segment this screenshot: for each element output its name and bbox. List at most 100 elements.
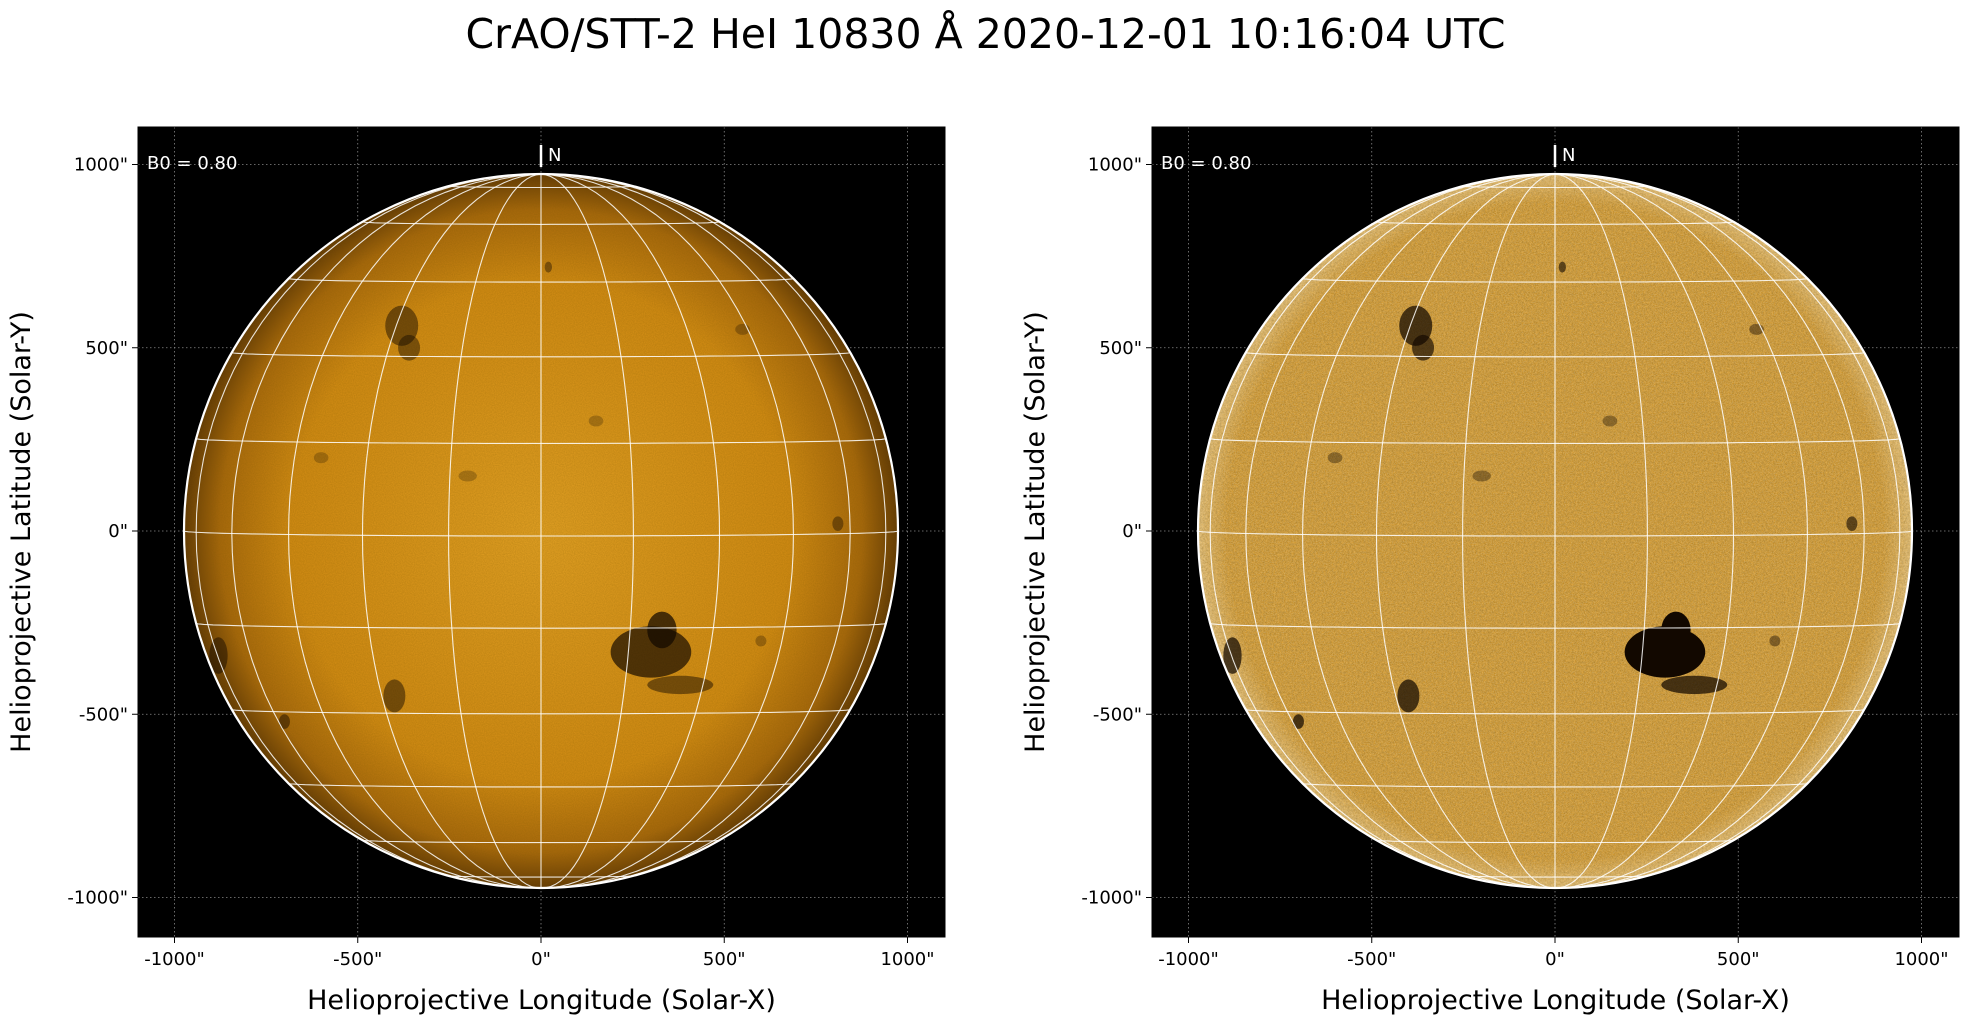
north-label: N: [1562, 145, 1575, 166]
longitude-line: [540, 173, 721, 889]
longitude-line: [1462, 173, 1556, 889]
dark-filament-feature: [588, 415, 604, 427]
longitude-line: [1209, 173, 1556, 887]
dark-filament-feature: [1412, 334, 1435, 361]
north-label: N: [548, 145, 561, 166]
solar-disk: [184, 174, 898, 888]
y-tick-label: 1000": [1088, 155, 1142, 176]
latitude-line: [288, 278, 794, 283]
longitude-line: [540, 173, 794, 889]
dark-filament-feature: [278, 714, 290, 729]
latitude-line: [362, 221, 720, 225]
dark-filament-feature: [1223, 637, 1242, 674]
latitude-line: [196, 623, 886, 629]
axes-frame: [1151, 126, 1960, 938]
dark-filament-feature: [1292, 714, 1304, 729]
dark-filament-feature: [1846, 516, 1858, 531]
solar-disk-fill: [1198, 174, 1912, 888]
dark-filament-feature: [383, 679, 406, 713]
longitude-line: [1554, 173, 1735, 889]
latitude-line: [231, 351, 851, 358]
dark-filament-feature: [544, 261, 552, 273]
latitude-line: [1462, 875, 1648, 878]
longitude-line: [361, 173, 542, 889]
x-tick-label: 1000": [1894, 949, 1948, 970]
longitude-line: [288, 173, 542, 889]
longitude-line: [183, 173, 542, 532]
solar-disk: [1198, 174, 1912, 888]
x-tick-label: 0": [531, 949, 551, 970]
y-axis-label: Helioprojective Latitude (Solar-Y): [6, 311, 37, 753]
x-tick-label: 1000": [880, 949, 934, 970]
latitude-line: [1376, 221, 1734, 225]
longitude-line: [1554, 173, 1913, 532]
y-tick-label: -500": [1093, 704, 1142, 725]
x-tick-label: 500": [703, 949, 746, 970]
dark-filament-feature: [1624, 626, 1706, 678]
y-tick-label: -1000": [1081, 888, 1142, 909]
longitude-line: [231, 173, 542, 889]
longitude-line: [540, 173, 887, 887]
b0-label: B0 = 0.80: [147, 153, 237, 174]
dark-filament-feature: [458, 470, 477, 482]
dark-filament-feature: [1327, 452, 1343, 464]
dark-filament-feature: [385, 305, 419, 346]
solar-limb: [182, 172, 900, 890]
y-tick-label: -500": [79, 704, 128, 725]
x-axis-label: Helioprojective Longitude (Solar-X): [307, 985, 776, 1016]
latitude-line: [1246, 709, 1864, 715]
dark-filament-feature: [832, 516, 844, 531]
dark-filament-feature: [313, 452, 329, 464]
longitude-line: [1197, 173, 1556, 532]
y-tick-label: 500": [1099, 338, 1142, 359]
disk-texture-dark: [1198, 174, 1912, 888]
dark-filament-feature: [1661, 675, 1728, 695]
latitude-line: [1302, 783, 1808, 788]
solar-limb: [1196, 172, 1914, 890]
latitude-line: [232, 709, 850, 715]
x-axis-label: Helioprojective Longitude (Solar-X): [1321, 985, 1790, 1016]
longitude-line: [1554, 173, 1648, 889]
latitude-line: [1302, 278, 1808, 283]
y-tick-label: 1000": [74, 155, 128, 176]
dark-filament-feature: [1769, 635, 1781, 647]
longitude-line: [1302, 173, 1556, 889]
x-tick-label: 0": [1545, 949, 1565, 970]
b0-label: B0 = 0.80: [1161, 153, 1251, 174]
solar-disk-fill: [184, 174, 898, 888]
dark-filament-feature: [1602, 415, 1618, 427]
dark-filament-feature: [398, 334, 421, 361]
latitude-line: [195, 438, 887, 444]
plot-area: [138, 127, 945, 937]
dark-filament-feature: [1661, 611, 1691, 649]
dark-filament-feature: [1472, 470, 1491, 482]
y-axis-label: Helioprojective Latitude (Solar-Y): [1020, 311, 1051, 753]
plot-area: [1152, 127, 1959, 937]
longitude-line: [540, 173, 634, 889]
longitude-line: [448, 173, 542, 889]
x-tick-label: -1000": [1158, 949, 1219, 970]
dark-filament-feature: [735, 323, 750, 335]
y-tick-label: 0": [1122, 521, 1142, 542]
disk-texture: [184, 174, 898, 888]
latitude-line: [1197, 530, 1913, 537]
x-tick-label: -500": [1347, 949, 1396, 970]
disk-texture-bright: [1198, 174, 1912, 888]
y-tick-label: 0": [108, 521, 128, 542]
latitude-line: [362, 839, 720, 844]
latitude-line: [183, 530, 899, 537]
latitude-line: [1210, 623, 1900, 629]
y-tick-label: 500": [85, 338, 128, 359]
dark-filament-feature: [209, 637, 228, 674]
dark-filament-feature: [610, 626, 692, 678]
dark-filament-feature: [1749, 323, 1764, 335]
longitude-line: [1554, 173, 1901, 887]
dark-filament-feature: [1399, 305, 1433, 346]
latitude-line: [288, 783, 794, 788]
dark-filament-feature: [647, 611, 677, 649]
longitude-line: [195, 173, 542, 887]
longitude-line: [540, 173, 899, 532]
latitude-line: [1376, 839, 1734, 844]
